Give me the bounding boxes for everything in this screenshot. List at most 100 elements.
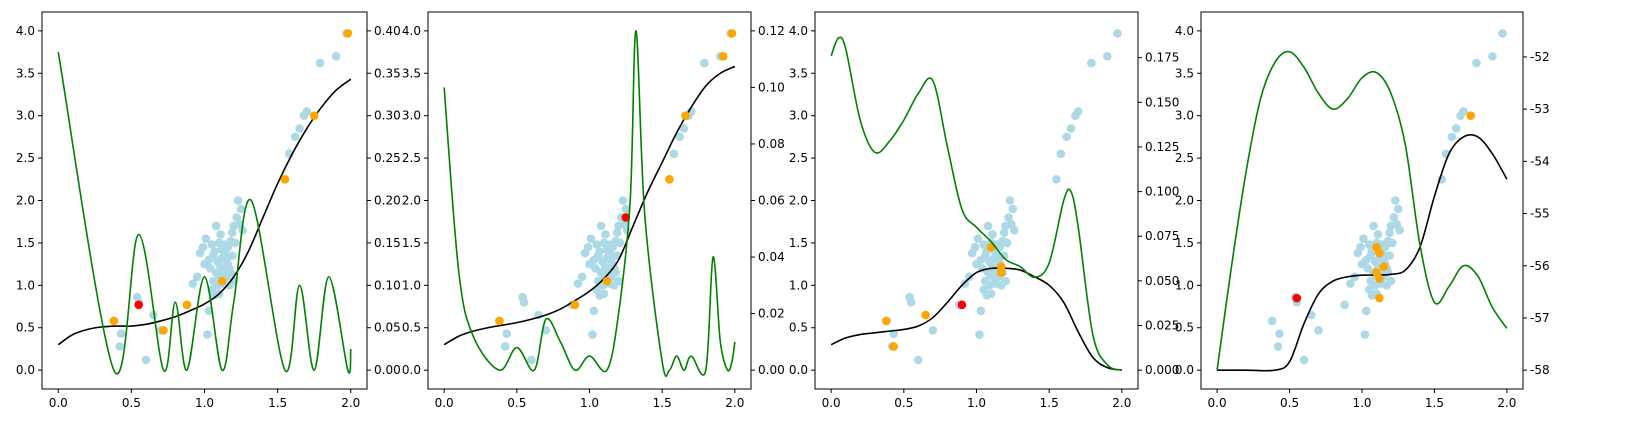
y2-tick-label: 0.12 bbox=[758, 24, 785, 38]
background-point bbox=[149, 310, 158, 320]
background-point bbox=[141, 355, 151, 365]
y2-tick-label: 0.40 bbox=[374, 24, 401, 38]
y2-tick-label: 0.10 bbox=[374, 278, 401, 292]
background-point bbox=[1275, 329, 1284, 338]
background-point bbox=[1073, 107, 1083, 116]
y-tick-label: 3.5 bbox=[16, 66, 35, 80]
background-point bbox=[230, 238, 240, 248]
y-tick-label: 1.0 bbox=[402, 278, 421, 292]
next-point bbox=[134, 300, 143, 310]
background-point bbox=[1393, 204, 1403, 214]
y2-tick-label: 0.10 bbox=[758, 80, 785, 94]
y-tick-label: 0.0 bbox=[402, 363, 421, 377]
background-point bbox=[1103, 51, 1112, 61]
labeled-point bbox=[495, 316, 504, 326]
y2-tick-label: 0.02 bbox=[758, 307, 785, 321]
x-tick-label: 0.5 bbox=[894, 396, 913, 410]
background-point bbox=[679, 124, 689, 133]
background-point bbox=[1498, 29, 1507, 38]
y-tick-label: 0.5 bbox=[16, 321, 35, 335]
background-point bbox=[1062, 132, 1071, 142]
subplot-3: 0.0 0.5 1.0 1.5 2.0 0.0 0.5 1.0 1.5 2.0 2.5 3.0 3.5 4… bbox=[789, 11, 1179, 410]
x-tick-label: 2.0 bbox=[1497, 396, 1516, 410]
next-point bbox=[621, 213, 631, 222]
background-point bbox=[1340, 300, 1349, 310]
labeled-point bbox=[718, 51, 728, 61]
labeled-point bbox=[280, 174, 290, 184]
x-tick-label: 1.0 bbox=[580, 396, 599, 410]
labeled-point bbox=[681, 111, 690, 120]
background-point bbox=[210, 247, 220, 256]
background-point bbox=[592, 240, 602, 249]
y-tick-label: 0.0 bbox=[789, 363, 808, 377]
background-point bbox=[970, 242, 980, 252]
background-point bbox=[983, 221, 993, 231]
background-point bbox=[1369, 221, 1378, 231]
background-point bbox=[1350, 272, 1360, 282]
background-point bbox=[1388, 238, 1397, 248]
background-point bbox=[700, 58, 709, 68]
y-tick-label: 3.5 bbox=[1175, 66, 1194, 80]
labeled-point bbox=[1466, 111, 1475, 120]
background-point bbox=[331, 51, 341, 61]
background-point bbox=[1360, 330, 1370, 339]
background-point bbox=[976, 306, 986, 316]
y2-tick-label: 0.100 bbox=[1145, 185, 1179, 199]
x-tick-label: 1.5 bbox=[653, 396, 672, 410]
background-point bbox=[315, 58, 325, 68]
x-tick-label: 0.5 bbox=[507, 396, 526, 410]
background-point bbox=[1395, 225, 1404, 235]
y-tick-label: 1.0 bbox=[1175, 278, 1194, 292]
y-tick-label: 1.5 bbox=[789, 236, 808, 250]
y-tick-label: 3.0 bbox=[402, 109, 421, 123]
y2-tick-label: -52 bbox=[1530, 50, 1550, 64]
y-tick-label: 0.5 bbox=[1175, 321, 1194, 335]
background-point bbox=[577, 272, 587, 282]
y-tick-label: 2.5 bbox=[402, 151, 421, 165]
y-tick-label: 2.5 bbox=[16, 151, 35, 165]
x-tick-label: 0.0 bbox=[1208, 396, 1227, 410]
background-point bbox=[1356, 242, 1365, 252]
background-point bbox=[1004, 213, 1013, 222]
background-point bbox=[975, 330, 984, 339]
mean-curve bbox=[830, 267, 1122, 371]
y2-tick-label: 0.000 bbox=[1145, 363, 1179, 377]
background-point bbox=[1113, 29, 1122, 38]
background-point bbox=[573, 279, 583, 288]
x-tick-label: 2.0 bbox=[341, 396, 360, 410]
x-tick-label: 2.0 bbox=[725, 396, 744, 410]
y-tick-label: 4.0 bbox=[1175, 24, 1194, 38]
background-point bbox=[979, 240, 989, 249]
background-point bbox=[1001, 276, 1010, 286]
background-point bbox=[198, 242, 208, 252]
background-point bbox=[1364, 240, 1374, 249]
y2-tick-label: 0.30 bbox=[374, 109, 401, 123]
y-tick-label: 3.5 bbox=[402, 66, 421, 80]
mean-curve bbox=[57, 78, 352, 346]
background-point bbox=[519, 297, 529, 307]
background-point bbox=[115, 342, 124, 351]
background-point bbox=[1373, 230, 1383, 239]
next-point bbox=[957, 300, 967, 310]
background-point bbox=[999, 228, 1009, 238]
background-point bbox=[611, 268, 620, 277]
background-point bbox=[236, 204, 246, 214]
background-point bbox=[1386, 276, 1396, 286]
y-tick-label: 2.5 bbox=[1175, 151, 1194, 165]
y-tick-label: 2.0 bbox=[1175, 194, 1194, 208]
labeled-point bbox=[665, 174, 674, 184]
y2-tick-label: 0.15 bbox=[374, 236, 401, 250]
y-tick-label: 0.0 bbox=[16, 363, 35, 377]
y-tick-label: 2.0 bbox=[16, 194, 35, 208]
background-point bbox=[583, 242, 593, 252]
y-tick-label: 4.0 bbox=[789, 24, 808, 38]
background-point bbox=[618, 196, 628, 205]
y-tick-label: 0.5 bbox=[402, 321, 421, 335]
background-point bbox=[595, 247, 604, 256]
y2-tick-label: 0.06 bbox=[758, 194, 785, 208]
acquisition-curve bbox=[830, 36, 1123, 371]
labeled-point bbox=[996, 268, 1006, 277]
background-point bbox=[1005, 196, 1015, 205]
